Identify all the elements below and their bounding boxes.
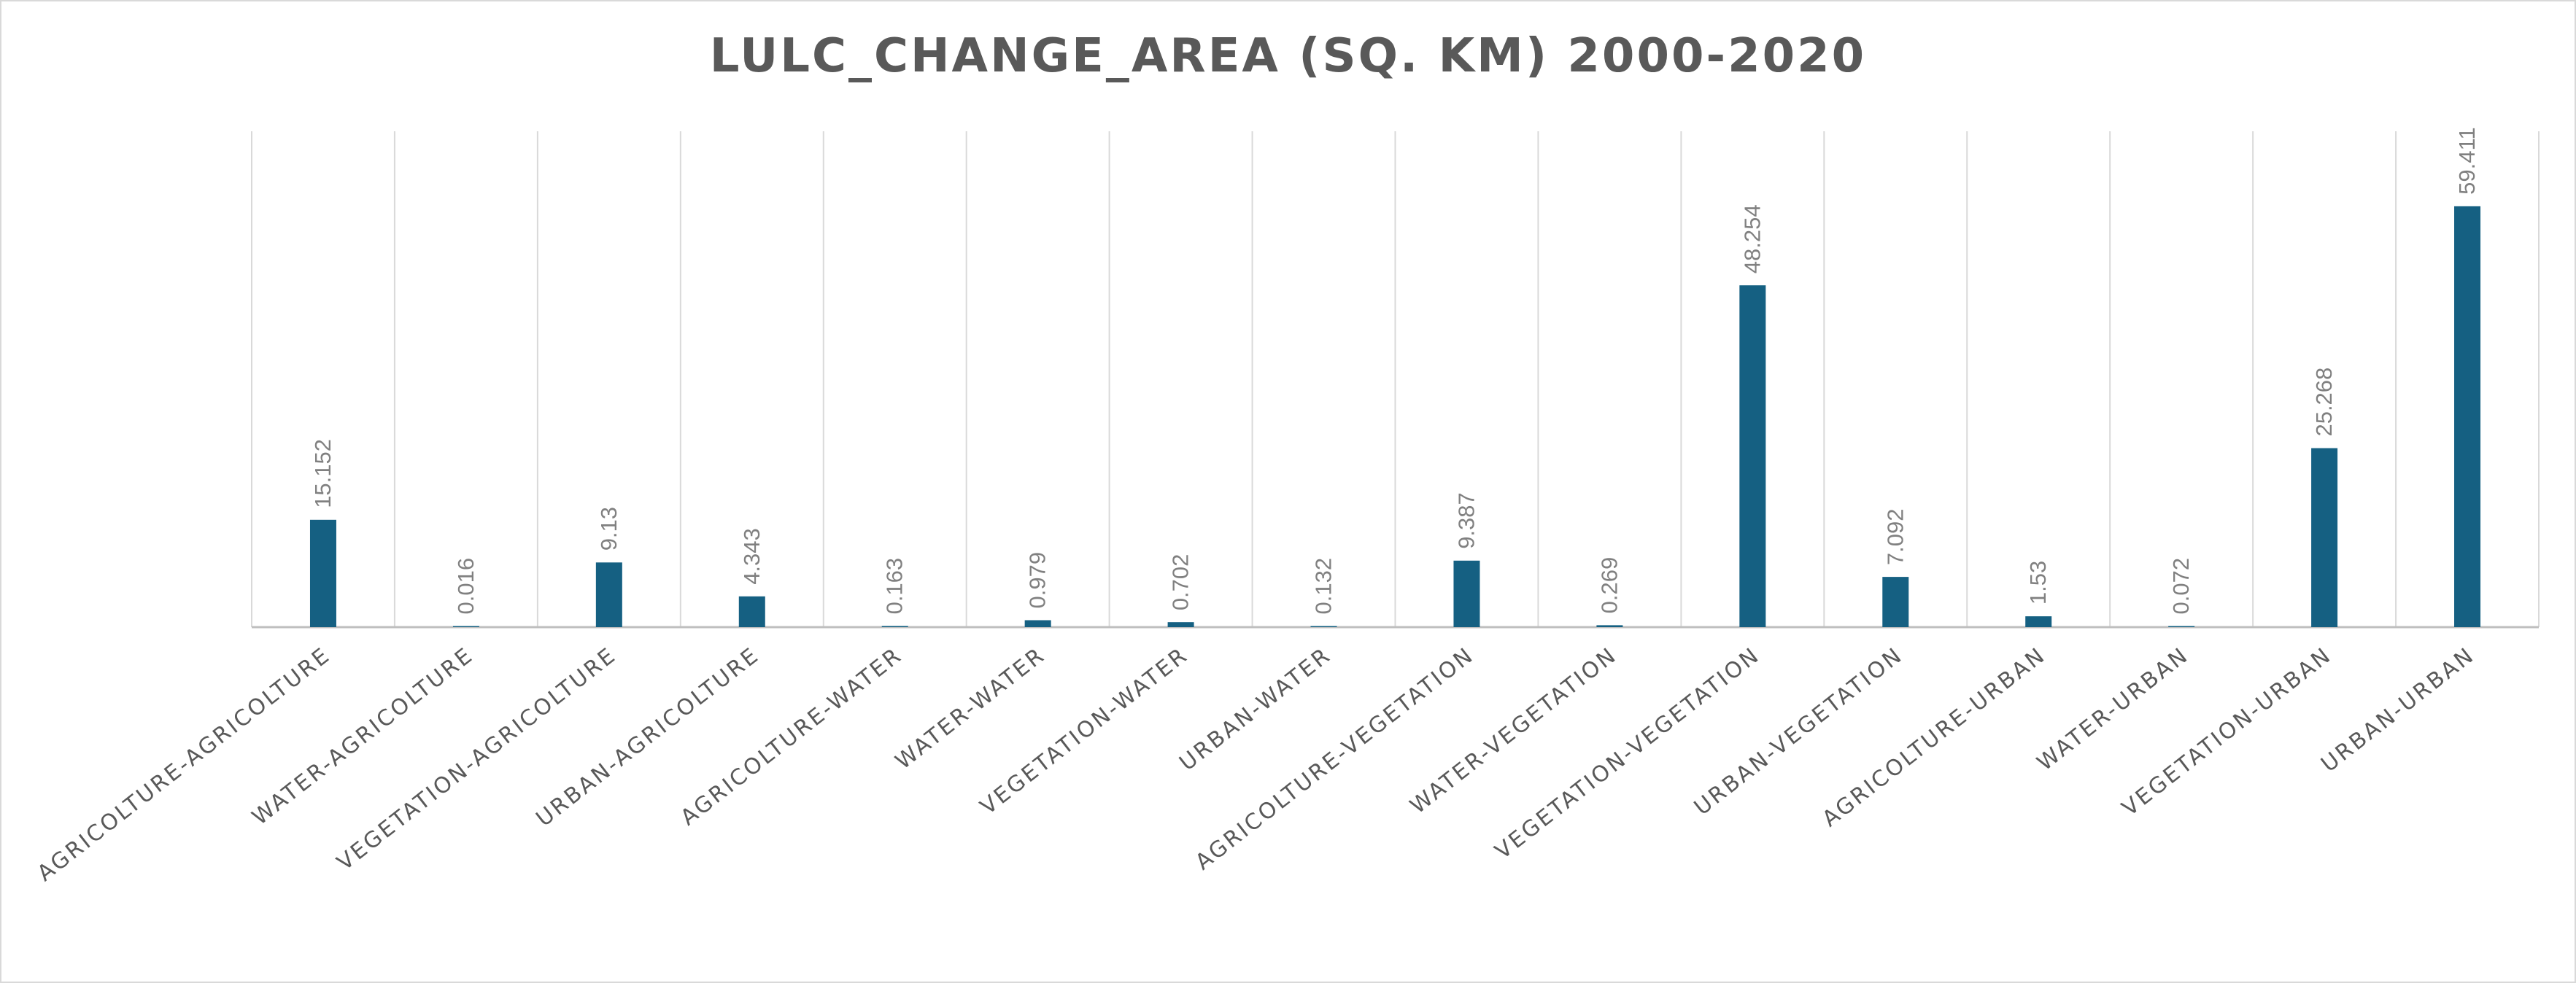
bar [452,626,479,627]
bar [1167,622,1194,627]
data-label: 15.152 [310,439,336,508]
category-tick-label: AGRICOLTURE-WATER [676,642,907,831]
data-label: 9.13 [596,507,622,551]
data-label: 0.979 [1025,552,1051,609]
data-label: 7.092 [1882,509,1908,566]
category-tick-label: VEGETATION-AGRICOLTURE [333,642,622,876]
data-label: 25.268 [2311,368,2337,437]
category-tick-labels: AGRICOLTURE-AGRICOLTUREWATER-AGRICOLTURE… [33,642,2480,887]
data-label: 1.53 [2025,561,2051,605]
data-label: 0.016 [453,558,479,615]
category-tick-label: URBAN-WATER [1175,642,1336,777]
bars [309,206,2481,627]
data-label: 59.411 [2454,127,2480,195]
category-tick-label: VEGETATION-VEGETATION [1490,642,1765,865]
bar [1310,626,1337,627]
data-label: 0.072 [2168,558,2194,615]
data-label: 4.343 [739,528,765,585]
data-label: 0.163 [882,558,908,615]
bar [881,626,908,627]
bar [738,596,765,627]
bar [1453,560,1480,627]
category-tick-label: AGRICOLTURE-URBAN [1817,642,2051,833]
bar [1882,577,1909,627]
chart-title: LULC_CHANGE_AREA (SQ. KM) 2000-2020 [709,29,1867,83]
bar [309,519,336,627]
bar [595,562,622,627]
data-label: 0.269 [1596,557,1622,614]
bar [1596,625,1623,627]
data-label: 48.254 [1739,204,1765,273]
data-labels: 15.152 0.016 9.13 4.343 0.163 0.979 0.702 0.132… [310,127,2480,614]
category-tick-label: URBAN-AGRICOLTURE [532,642,765,832]
bar [2311,448,2338,627]
category-tick-label: WATER-WATER [891,642,1051,775]
category-tick-label: AGRICOLTURE-VEGETATION [1191,642,1479,876]
data-label: 9.387 [1453,492,1479,549]
bar [1024,620,1051,627]
bar [1739,285,1766,627]
category-tick-label: WATER-URBAN [2032,642,2194,777]
category-tick-label: AGRICOLTURE-AGRICOLTURE [33,642,336,887]
data-label: 0.132 [1311,558,1337,615]
grid-lines [251,131,2540,629]
bar [2168,626,2195,627]
bar [2025,616,2052,627]
data-label: 0.702 [1168,554,1194,611]
bar [2454,206,2481,627]
category-tick-label: WATER-AGRICOLTURE [247,642,479,831]
category-tick-label: URBAN-URBAN [2316,642,2480,778]
